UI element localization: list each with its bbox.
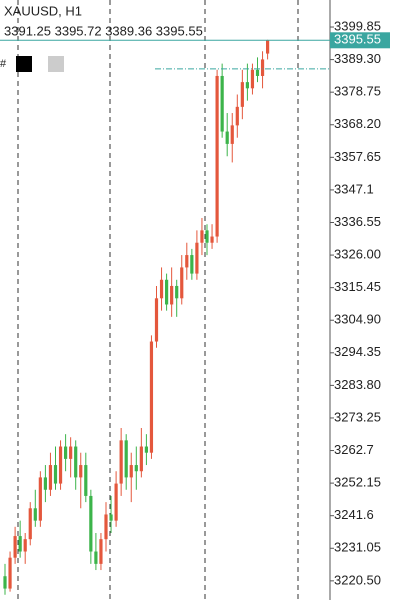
candle-body bbox=[74, 446, 78, 478]
candle-body bbox=[3, 576, 7, 589]
candle-body bbox=[134, 465, 138, 472]
y-tick-label: 3336.55 bbox=[334, 214, 381, 229]
candle-body bbox=[8, 557, 12, 589]
color-swatch bbox=[16, 56, 32, 72]
y-tick-label: 3273.25 bbox=[334, 409, 381, 424]
y-tick-label: 3241.6 bbox=[334, 507, 374, 522]
y-tick-label: 3283.80 bbox=[334, 377, 381, 392]
candle-body bbox=[38, 477, 42, 521]
y-tick-label: 3347.1 bbox=[334, 181, 374, 196]
candle-body bbox=[13, 536, 17, 558]
y-tick-label: 3315.45 bbox=[334, 279, 381, 294]
candle-body bbox=[33, 508, 37, 521]
y-tick-label: 3220.50 bbox=[334, 572, 381, 587]
candle-body bbox=[210, 236, 214, 243]
candle-body bbox=[266, 40, 270, 54]
candle-body bbox=[119, 440, 123, 484]
y-tick-label: 3294.35 bbox=[334, 344, 381, 359]
candle-body bbox=[28, 508, 32, 540]
candle-body bbox=[260, 59, 265, 76]
candle-body bbox=[154, 298, 159, 342]
y-tick-label: 3399.85 bbox=[334, 18, 381, 33]
candle-body bbox=[53, 465, 58, 484]
candle-body bbox=[205, 230, 209, 243]
candle-body bbox=[104, 514, 108, 540]
candle-body bbox=[84, 465, 88, 496]
y-tick-label: 3368.20 bbox=[334, 116, 381, 131]
candle-body bbox=[230, 125, 234, 144]
separators bbox=[17, 0, 299, 600]
y-tick-label: 3357.65 bbox=[334, 149, 381, 164]
candle-body bbox=[69, 446, 73, 459]
candle-body bbox=[165, 279, 169, 305]
candle-body bbox=[109, 514, 113, 521]
candle-body bbox=[48, 465, 53, 490]
candle-body bbox=[195, 242, 199, 274]
y-tick-label: 3262.7 bbox=[334, 442, 374, 457]
candle-body bbox=[94, 551, 98, 564]
candle-body bbox=[190, 255, 194, 274]
candle-body bbox=[89, 495, 93, 552]
candle-body bbox=[175, 285, 179, 299]
y-tick-label: 3231.05 bbox=[334, 540, 381, 555]
color-swatch bbox=[48, 56, 64, 72]
candle-body bbox=[170, 285, 174, 305]
candle-body bbox=[215, 75, 219, 237]
candle-body bbox=[185, 255, 189, 268]
candle-body bbox=[129, 465, 133, 478]
candle-body bbox=[114, 483, 118, 521]
chart-title: XAUUSD, H1 bbox=[4, 3, 82, 18]
toolbar-symbol: # bbox=[0, 58, 7, 70]
candle-body bbox=[225, 131, 229, 144]
candle-body bbox=[144, 446, 148, 453]
y-tick-label: 3326.00 bbox=[334, 247, 381, 262]
candle-body bbox=[180, 267, 184, 299]
candle-body bbox=[18, 536, 22, 552]
candle-body bbox=[64, 446, 68, 459]
last-price-box bbox=[330, 32, 390, 49]
candle-body bbox=[159, 279, 164, 299]
candle-body bbox=[200, 230, 204, 243]
candle-body bbox=[235, 106, 239, 126]
y-tick-label: 3304.90 bbox=[334, 312, 381, 327]
candle-body bbox=[255, 69, 260, 76]
candle-body bbox=[139, 446, 143, 472]
candle-body bbox=[124, 440, 128, 478]
candle-body bbox=[99, 539, 103, 564]
candle-body bbox=[58, 446, 63, 484]
y-tick-label: 3378.75 bbox=[334, 84, 381, 99]
y-tick-label: 3252.15 bbox=[334, 475, 381, 490]
candle-body bbox=[245, 82, 249, 89]
last-price-label: 3395.55 bbox=[334, 32, 381, 47]
candle-body bbox=[79, 465, 83, 478]
candle-body bbox=[23, 539, 27, 552]
candle-body bbox=[240, 82, 244, 107]
candle-body bbox=[220, 75, 224, 132]
y-tick-label: 3389.30 bbox=[334, 51, 381, 66]
candle-body bbox=[43, 477, 47, 490]
ohlc-text: 3391.25 3395.72 3389.36 3395.55 bbox=[4, 23, 203, 38]
candle-body bbox=[250, 69, 255, 89]
candle-body bbox=[149, 341, 154, 453]
